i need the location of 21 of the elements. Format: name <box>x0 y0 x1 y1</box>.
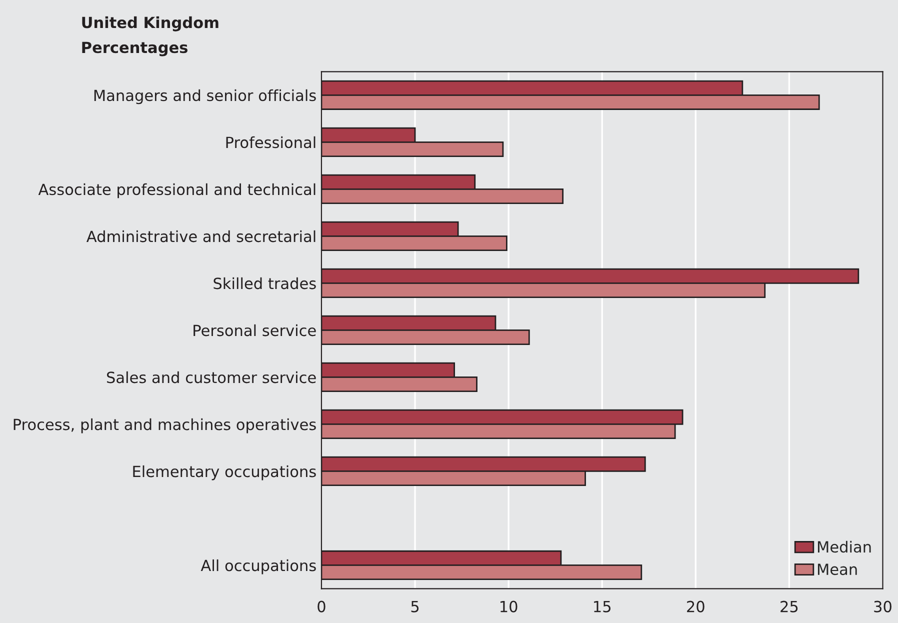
text: Percentages <box>82 42 188 56</box>
y-tick-label: Managers and senior officials <box>94 89 316 104</box>
x-tick-label: 5 <box>411 601 419 612</box>
x-tick-label: 15 <box>594 601 610 612</box>
y-tick-label: Sales and customer service <box>106 371 316 384</box>
legend-label: Median <box>818 540 871 553</box>
y-tick-label: Elementary occupations <box>133 465 316 480</box>
x-tick-label: 25 <box>780 600 798 612</box>
legend-label: Mean <box>818 564 857 576</box>
y-tick-label: Professional <box>226 136 316 148</box>
y-tick-label: All occupations <box>200 559 316 574</box>
y-tick-label: Skilled trades <box>214 277 316 290</box>
x-tick-label: 30 <box>874 600 892 612</box>
x-tick-label: 10 <box>500 600 518 612</box>
y-tick-label: Process, plant and machines operatives <box>14 418 316 434</box>
y-tick-label: Personal service <box>194 324 316 336</box>
x-tick-label: 0 <box>318 600 326 612</box>
y-tick-label: Associate professional and technical <box>38 183 316 198</box>
y-tick-label: Administrative and secretarial <box>86 230 316 242</box>
text: United Kingdom <box>82 16 218 32</box>
x-tick-label: 20 <box>687 600 704 612</box>
